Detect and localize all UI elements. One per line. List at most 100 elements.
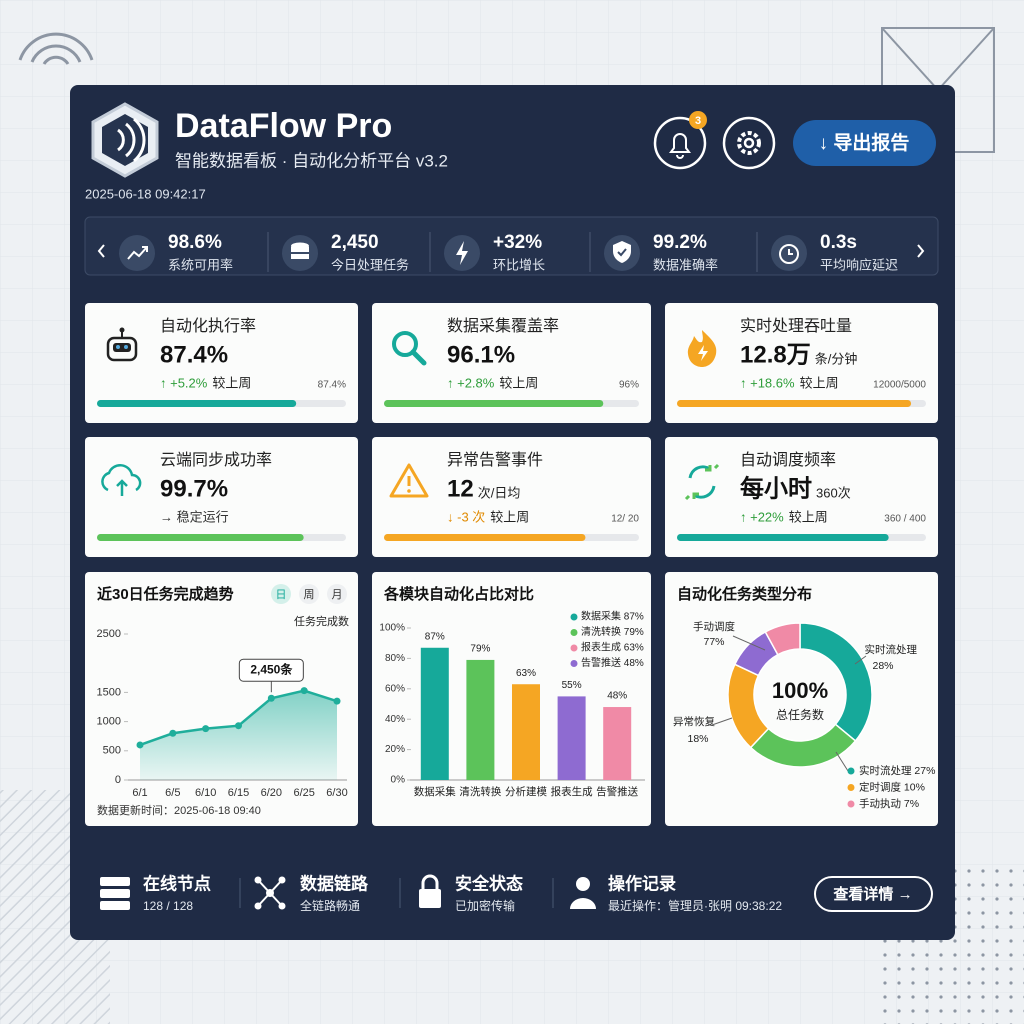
area <box>140 690 337 780</box>
card-icon-part <box>113 343 131 352</box>
card-value: 12 <box>447 475 474 502</box>
y-tick-label: 0 <box>115 774 121 786</box>
legend-label: 报表生成 63% <box>581 641 644 654</box>
card-unit: 次/日均 <box>478 485 521 500</box>
footer-title: 在线节点 <box>143 873 211 893</box>
progress-bar <box>677 400 912 407</box>
card-icon <box>389 463 429 498</box>
footer-title: 数据链路 <box>300 873 369 893</box>
metric-card <box>665 303 938 423</box>
kpi-icon-part <box>613 241 631 263</box>
annotation-label: 异常恢复 <box>673 715 715 728</box>
point <box>136 741 144 749</box>
kpi-arrows-part <box>97 244 925 258</box>
kpi-label: 系统可用率 <box>168 257 233 272</box>
y-tick-label: 40% <box>385 714 405 725</box>
kpi-icon-part <box>291 254 309 259</box>
card-trend: ↑ +18.6% <box>740 375 795 390</box>
footer-detail: 已加密传输 <box>455 898 515 913</box>
kpi-icon <box>613 241 631 263</box>
metric-card <box>85 437 358 557</box>
range-toggle[interactable] <box>271 584 291 604</box>
footer-icon-part <box>100 889 130 898</box>
footer-icon-part <box>421 874 439 889</box>
progress-bar <box>677 534 889 541</box>
logo-part <box>102 114 148 166</box>
settings-button[interactable] <box>722 116 776 170</box>
progress-bar <box>97 534 304 541</box>
legend-swatch <box>847 784 855 791</box>
bar-value-label: 79% <box>470 644 490 655</box>
kpi-icon-bg <box>119 235 155 271</box>
bar <box>557 696 586 780</box>
x-tick-label: 清洗转换 <box>459 785 501 798</box>
kpi-icon-part <box>788 249 793 255</box>
card-icon <box>684 463 720 501</box>
chart-title: 自动化任务类型分布 <box>677 585 812 603</box>
annotation-value: 28% <box>872 660 893 672</box>
legend-label: 告警推送 48% <box>581 656 644 669</box>
gear-icon-part <box>743 137 755 149</box>
chart-title: 近30日任务完成趋势 <box>97 585 234 603</box>
card-icon <box>106 327 138 362</box>
point <box>267 694 275 702</box>
export-button[interactable] <box>793 120 936 166</box>
card-title: 数据采集覆盖率 <box>447 317 559 335</box>
point <box>235 722 242 730</box>
point <box>202 725 210 733</box>
kpi-icon-part <box>617 248 627 257</box>
chart-panel <box>665 572 938 826</box>
y-tick-label: 1500 <box>97 686 121 698</box>
card-trend-note: 较上周 <box>800 375 839 390</box>
kpi-value: 2,450 <box>331 232 379 253</box>
annotation-leader <box>732 635 766 651</box>
chart-footnote: 数据更新时间：2025-06-18 09:40 <box>97 803 261 817</box>
card-icon-part <box>692 465 712 499</box>
kpi-icon <box>127 246 148 260</box>
progress-bar <box>384 534 586 541</box>
annotation-label: 手动调度 <box>693 620 735 633</box>
annotation-label: 实时流处理 <box>865 643 918 656</box>
card-value: 96.1% <box>447 341 515 368</box>
x-tick-label: 6/20 <box>261 787 282 799</box>
kpi-value: 0.3s <box>820 232 857 253</box>
footer-icon <box>419 874 441 908</box>
card-ratio: 12000/5000 <box>873 380 926 391</box>
bar-value-label: 48% <box>607 691 627 702</box>
footer-icon-part <box>254 876 262 884</box>
legend-leader <box>835 751 849 772</box>
logo <box>91 102 159 178</box>
progress-bar <box>97 400 297 407</box>
kpi-label: 数据准确率 <box>653 257 718 272</box>
x-tick-label: 6/5 <box>165 787 180 799</box>
y-tick-label: 80% <box>385 653 405 664</box>
range-toggle-label: 日 <box>276 589 287 601</box>
logo-part <box>117 117 146 163</box>
legend-swatch <box>847 767 855 775</box>
footer-icon-part <box>278 902 286 910</box>
range-toggle[interactable] <box>299 584 319 604</box>
card-title: 云端同步成功率 <box>160 451 272 469</box>
kpi-value: +32% <box>493 232 542 253</box>
card-icon-part <box>407 489 411 493</box>
export-button-label: ↓ 导出报告 <box>819 131 910 154</box>
range-toggle[interactable] <box>327 584 347 604</box>
x-tick-label: 6/30 <box>326 787 347 799</box>
footer-detail: 128 / 128 <box>143 899 193 913</box>
details-button-label: 查看详情 → <box>833 885 912 903</box>
kpi-label: 今日处理任务 <box>331 257 409 272</box>
donut-center-label: 总任务数 <box>776 707 824 722</box>
x-tick-label: 报表生成 <box>551 785 593 798</box>
kpi-label: 环比增长 <box>493 257 545 272</box>
legend-label: 数据采集 87% <box>581 610 644 623</box>
footer-icon <box>570 877 596 909</box>
details-button[interactable] <box>814 876 933 912</box>
legend-swatch <box>570 660 578 667</box>
footer-icon-part <box>419 889 441 908</box>
donut-slice <box>799 622 873 742</box>
bar-value-label: 55% <box>562 680 582 691</box>
footer-detail: 最近操作：管理员·张明 09:38:22 <box>608 898 782 913</box>
notification-button[interactable] <box>653 116 707 170</box>
donut-slice <box>764 622 801 656</box>
